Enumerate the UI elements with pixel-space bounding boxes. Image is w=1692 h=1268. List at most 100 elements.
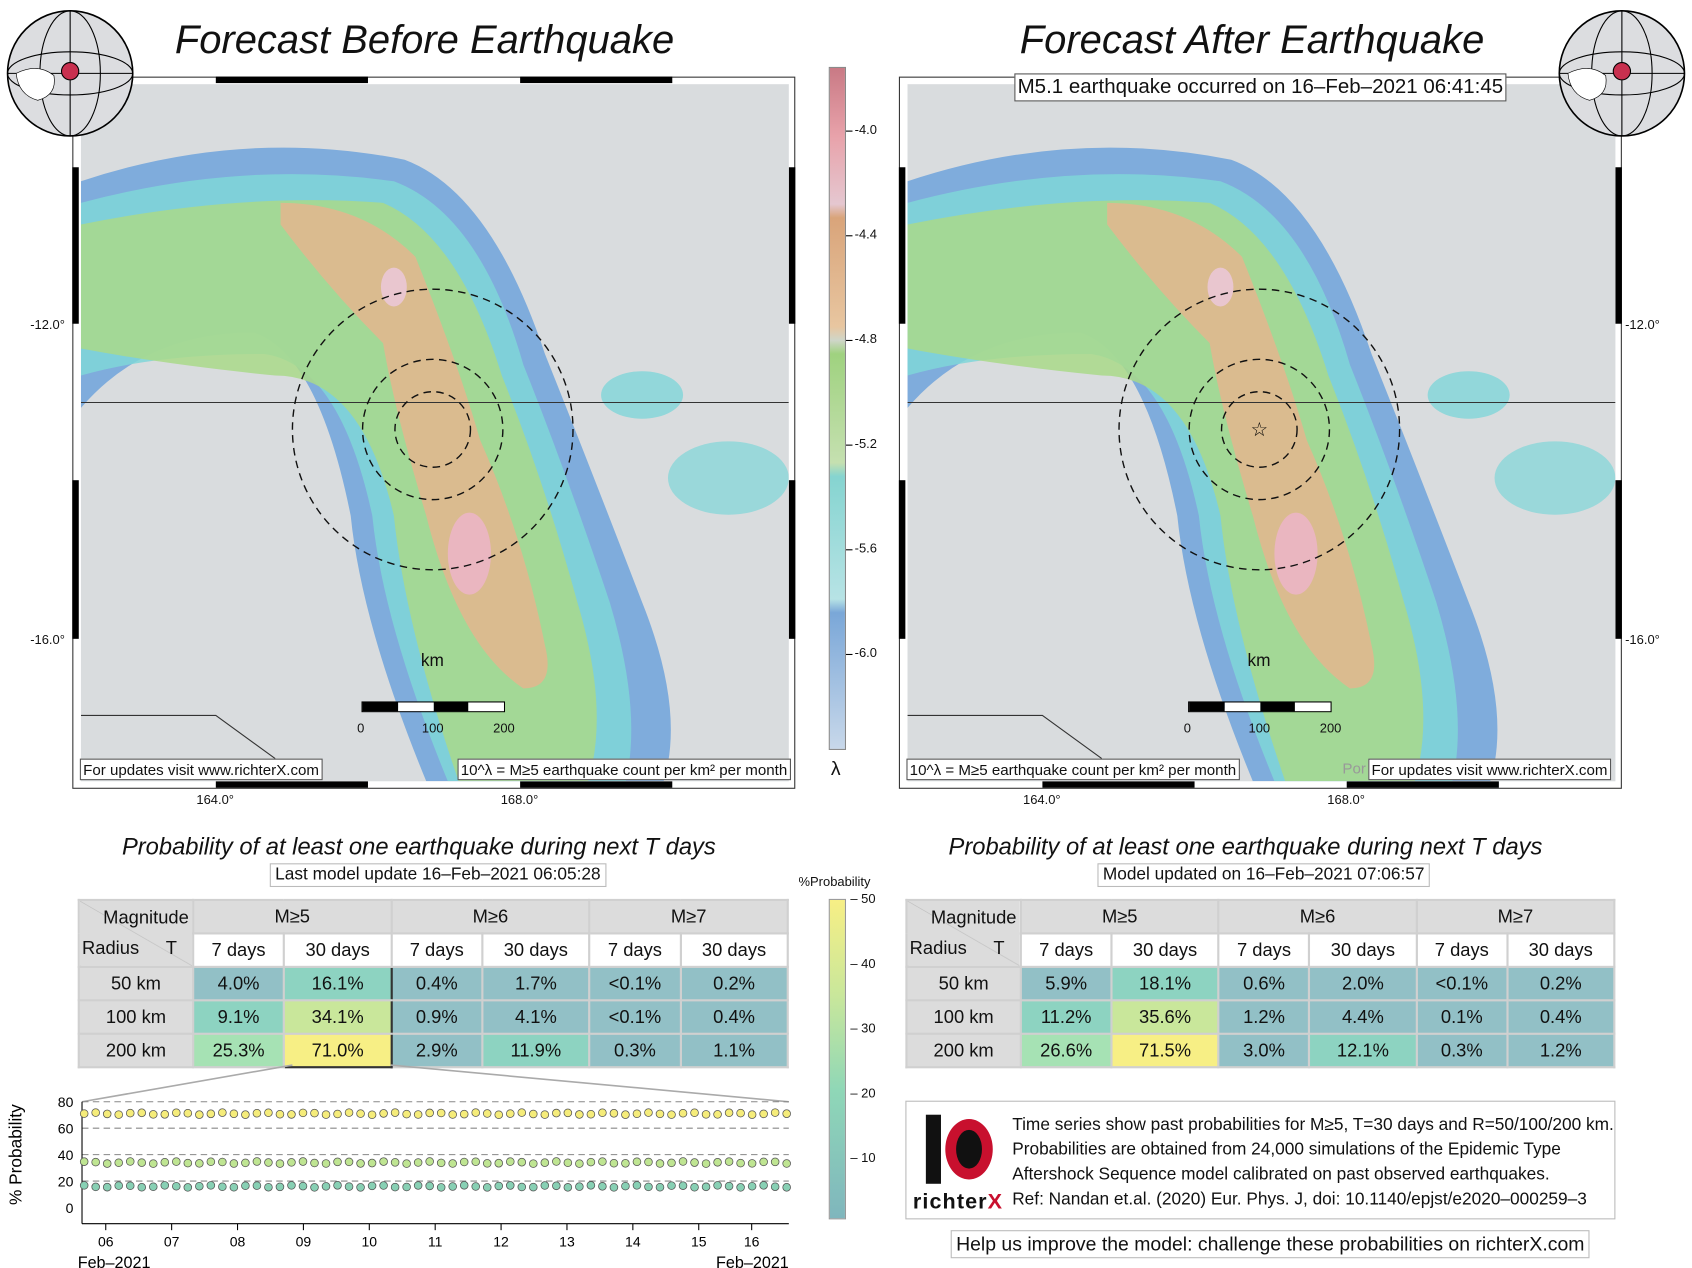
series-point: [137, 1108, 147, 1118]
probability-cell[interactable]: 71.5%: [1110, 1032, 1220, 1069]
probability-cell[interactable]: 1.7%: [481, 965, 591, 1002]
magnitude-label: Magnitude: [930, 907, 1017, 929]
probability-cell[interactable]: 4.0%: [192, 965, 286, 1002]
magnitude-header: M≥7: [1415, 898, 1616, 935]
zoom-connector: [81, 1064, 293, 1103]
period-header: 30 days: [1308, 932, 1418, 968]
period-header: 7 days: [1217, 932, 1311, 968]
period-header: 30 days: [1110, 932, 1220, 968]
series-point: [102, 1182, 112, 1192]
series-point: [264, 1182, 273, 1192]
series-point: [379, 1109, 388, 1118]
series-point: [91, 1108, 100, 1117]
probability-cell[interactable]: 26.6%: [1019, 1032, 1113, 1069]
probability-cell[interactable]: 35.6%: [1110, 999, 1220, 1035]
probability-cell[interactable]: 11.9%: [481, 1032, 591, 1069]
updates-link[interactable]: For updates visit www.richterX.com: [79, 758, 323, 781]
probability-colorbar: [828, 898, 847, 1220]
probability-cell[interactable]: 71.0%: [282, 1032, 393, 1069]
frame-bar: [520, 781, 673, 788]
series-point: [552, 1181, 561, 1191]
scale-bar: [1188, 701, 1332, 713]
probability-cell[interactable]: 0.4%: [390, 965, 484, 1002]
series-point: [667, 1110, 676, 1119]
radius-cell: 50 km: [77, 965, 195, 1002]
series-point: [598, 1182, 607, 1191]
radius-cell: 50 km: [905, 965, 1022, 1002]
probability-cell[interactable]: 11.2%: [1019, 999, 1113, 1035]
probability-cell[interactable]: 0.4%: [679, 999, 789, 1035]
period-header: 30 days: [1506, 932, 1616, 968]
series-point: [149, 1182, 158, 1192]
probability-cell[interactable]: 2.0%: [1308, 965, 1418, 1002]
probability-cell[interactable]: 1.2%: [1217, 999, 1311, 1035]
series-point: [655, 1159, 665, 1168]
lambda-tick-mark: [846, 653, 853, 656]
series-point: [356, 1159, 365, 1168]
series-point: [701, 1182, 711, 1192]
frame-bar: [215, 781, 368, 788]
series-point: [540, 1181, 550, 1190]
probability-cell[interactable]: 0.1%: [1415, 999, 1509, 1035]
series-point: [678, 1157, 688, 1166]
probability-cell[interactable]: 2.9%: [390, 1032, 484, 1069]
series-point: [770, 1108, 780, 1117]
series-point: [517, 1108, 527, 1117]
updates-link[interactable]: For updates visit www.richterX.com: [1368, 758, 1611, 781]
series-point: [356, 1109, 365, 1118]
lon-tick: 168.0°: [500, 792, 539, 808]
probability-cell[interactable]: <0.1%: [1415, 965, 1509, 1002]
series-point: [79, 1109, 89, 1118]
series-point: [241, 1181, 250, 1190]
probability-cell[interactable]: 5.9%: [1019, 965, 1113, 1002]
series-point: [759, 1109, 768, 1119]
info-line: Time series show past probabilities for …: [1012, 1115, 1614, 1135]
probability-cell[interactable]: 4.4%: [1308, 999, 1418, 1035]
probability-cell[interactable]: 18.1%: [1110, 965, 1220, 1002]
y-tick-label: 0: [66, 1200, 74, 1216]
series-point: [252, 1109, 262, 1118]
series-point: [506, 1157, 515, 1166]
x-tick-label: 13: [559, 1233, 575, 1249]
series-point: [91, 1157, 100, 1167]
left-forecast-map[interactable]: [80, 84, 789, 782]
series-point: [575, 1110, 584, 1119]
probability-cell[interactable]: 4.1%: [481, 999, 591, 1035]
probability-cell[interactable]: 9.1%: [192, 999, 286, 1035]
probability-tick: – 30: [850, 1020, 876, 1036]
lambda-tick: -5.6: [854, 540, 877, 556]
magnitude-header: M≥6: [390, 898, 591, 935]
series-point: [218, 1182, 227, 1192]
probability-cell[interactable]: 1.2%: [1506, 1032, 1616, 1069]
series-point: [102, 1159, 112, 1168]
t-label: T: [993, 937, 1005, 959]
series-point: [575, 1182, 584, 1191]
help-link[interactable]: Help us improve the model: challenge the…: [950, 1230, 1590, 1259]
series-point: [333, 1181, 342, 1190]
probability-cell[interactable]: <0.1%: [588, 965, 682, 1002]
probability-cell[interactable]: 0.3%: [1415, 1032, 1509, 1069]
probability-cell[interactable]: 34.1%: [282, 999, 393, 1035]
probability-cell[interactable]: 3.0%: [1217, 1032, 1311, 1069]
probability-cell[interactable]: 16.1%: [282, 965, 393, 1002]
probability-cell[interactable]: 1.1%: [679, 1032, 789, 1069]
probability-cell[interactable]: 0.2%: [679, 965, 789, 1002]
series-point: [390, 1158, 400, 1167]
probability-cell[interactable]: <0.1%: [588, 999, 682, 1035]
probability-cell[interactable]: 0.4%: [1506, 999, 1616, 1035]
probability-cell[interactable]: 0.3%: [588, 1032, 682, 1069]
right-forecast-map[interactable]: ☆: [907, 84, 1616, 782]
series-point: [206, 1157, 216, 1167]
probability-cell[interactable]: 0.6%: [1217, 965, 1311, 1002]
probability-cell[interactable]: 0.9%: [390, 999, 484, 1035]
probability-cell[interactable]: 0.2%: [1506, 965, 1616, 1002]
period-header: 30 days: [679, 932, 789, 968]
series-point: [494, 1181, 504, 1191]
probability-cell[interactable]: 12.1%: [1308, 1032, 1418, 1069]
probability-cell[interactable]: 25.3%: [192, 1032, 286, 1069]
radius-cell: 200 km: [905, 1032, 1022, 1069]
series-point: [287, 1110, 296, 1119]
series-point: [586, 1157, 596, 1167]
lambda-colorbar: [828, 66, 847, 750]
magnitude-header: M≥5: [1019, 898, 1220, 935]
